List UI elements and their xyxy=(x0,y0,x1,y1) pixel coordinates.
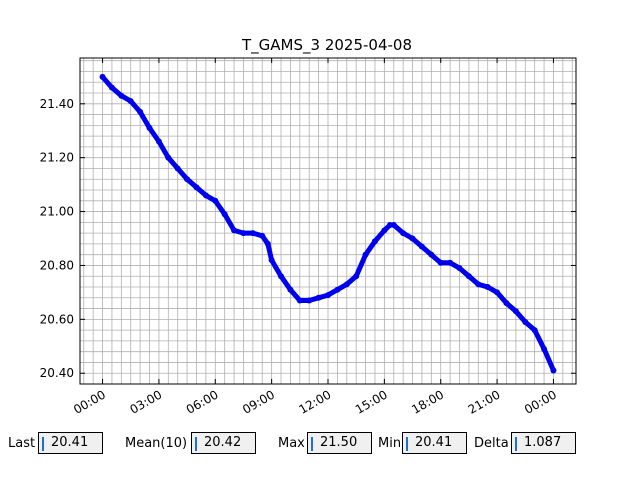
data-point xyxy=(484,284,491,291)
data-point xyxy=(202,192,209,199)
data-point xyxy=(381,227,388,234)
y-tick-label: 21.20 xyxy=(40,151,74,165)
data-point xyxy=(550,367,557,374)
data-point xyxy=(371,238,378,245)
y-tick-label: 21.40 xyxy=(40,97,74,111)
data-point xyxy=(174,165,181,172)
text-cursor xyxy=(515,437,517,451)
mean-label: Mean(10) xyxy=(125,436,188,451)
max-value: 21.50 xyxy=(320,435,358,450)
data-point xyxy=(428,251,435,258)
data-point xyxy=(212,197,219,204)
line-chart: 20.40 20.60 20.80 21.00 21.20 21.40 00:00 03:00… xyxy=(40,36,577,417)
data-point xyxy=(268,257,275,264)
text-cursor xyxy=(406,437,408,451)
data-point xyxy=(240,230,247,237)
x-tick-label: 06:00 xyxy=(184,387,221,416)
x-tick-label: 03:00 xyxy=(127,387,164,416)
max-label: Max xyxy=(278,436,305,451)
data-point xyxy=(541,345,548,352)
data-point xyxy=(221,211,228,218)
data-point xyxy=(137,108,144,115)
data-point xyxy=(118,92,125,99)
min-value: 20.41 xyxy=(415,435,453,450)
data-point xyxy=(409,235,416,242)
data-point xyxy=(287,286,294,293)
data-point xyxy=(127,98,134,105)
text-cursor xyxy=(42,437,44,451)
data-point xyxy=(503,300,510,307)
data-point xyxy=(315,294,322,301)
x-tick-label: 00:00 xyxy=(522,387,559,416)
data-point xyxy=(400,230,407,237)
series-line xyxy=(99,73,557,374)
data-point xyxy=(343,281,350,288)
data-point xyxy=(362,251,369,258)
last-value: 20.41 xyxy=(51,435,89,450)
last-label: Last xyxy=(8,436,36,451)
max-value-field: 21.50 xyxy=(307,432,372,454)
x-tick-label: 12:00 xyxy=(297,387,334,416)
data-point xyxy=(193,184,200,191)
data-point xyxy=(325,292,331,299)
delta-value: 1.087 xyxy=(524,435,562,450)
stats-bar: Last 20.41 Mean(10) 20.42 Max 21.50 Min … xyxy=(0,432,640,458)
chart-title: T_GAMS_3 2025-04-08 xyxy=(241,36,412,55)
data-point xyxy=(259,232,266,239)
data-point xyxy=(456,265,463,272)
data-point xyxy=(184,176,191,183)
data-point xyxy=(465,273,472,280)
data-point xyxy=(296,297,303,304)
data-point xyxy=(418,243,425,250)
data-point xyxy=(512,308,519,315)
axis-ticks: 20.40 20.60 20.80 21.00 21.20 21.40 00:00 03:00… xyxy=(40,58,576,417)
data-point xyxy=(146,125,153,132)
text-cursor xyxy=(311,437,313,451)
mean-value: 20.42 xyxy=(204,435,242,450)
data-point xyxy=(99,73,106,80)
y-tick-label: 20.40 xyxy=(40,366,74,380)
data-point xyxy=(278,273,285,280)
data-point xyxy=(353,273,360,280)
data-point xyxy=(249,230,256,237)
last-value-field: 20.41 xyxy=(38,432,103,454)
data-point xyxy=(264,240,271,247)
data-point xyxy=(437,259,444,266)
data-point xyxy=(155,138,162,145)
data-point xyxy=(231,227,238,234)
y-tick-label: 20.80 xyxy=(40,258,74,272)
delta-value-field: 1.087 xyxy=(511,432,576,454)
delta-label: Delta xyxy=(474,436,509,451)
data-point xyxy=(447,259,454,266)
x-tick-label: 21:00 xyxy=(466,387,503,416)
data-point xyxy=(522,319,529,326)
data-point xyxy=(165,154,172,161)
text-cursor xyxy=(195,437,197,451)
min-value-field: 20.41 xyxy=(402,432,467,454)
data-point xyxy=(531,327,538,334)
data-point xyxy=(475,281,482,288)
y-tick-label: 21.00 xyxy=(40,205,74,219)
data-point xyxy=(494,289,501,296)
x-tick-label: 09:00 xyxy=(240,387,277,416)
x-tick-label: 18:00 xyxy=(409,387,446,416)
data-point xyxy=(108,84,115,91)
data-point xyxy=(390,222,397,229)
x-tick-label: 15:00 xyxy=(353,387,390,416)
data-point xyxy=(306,297,313,304)
mean-value-field: 20.42 xyxy=(191,432,256,454)
data-point xyxy=(334,286,341,293)
min-label: Min xyxy=(378,436,402,451)
grid-lines xyxy=(80,58,576,385)
x-tick-label: 00:00 xyxy=(71,387,108,416)
y-tick-label: 20.60 xyxy=(40,312,74,326)
